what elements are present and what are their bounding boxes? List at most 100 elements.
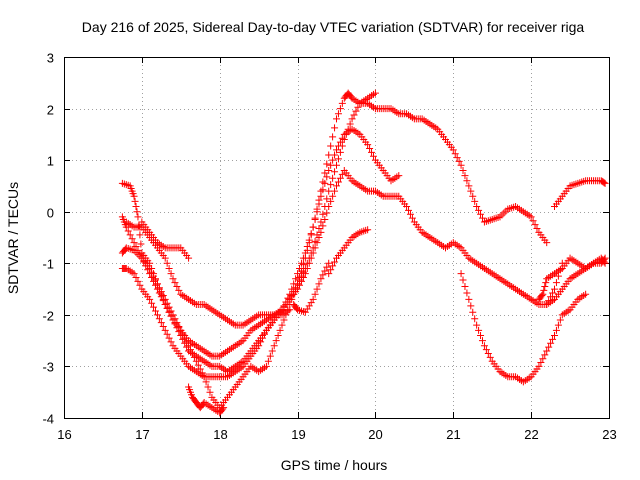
data-point: [482, 217, 490, 225]
data-point: [541, 282, 549, 290]
data-point: [449, 146, 457, 154]
data-point: [350, 111, 358, 119]
data-point: [307, 254, 315, 262]
data-point: [268, 347, 276, 355]
data-point: [305, 236, 313, 244]
data-point: [321, 179, 329, 187]
data-point: [570, 181, 578, 189]
data-point: [459, 276, 467, 284]
data-point: [371, 89, 379, 97]
data-point: [551, 331, 558, 339]
data-point: [301, 308, 309, 316]
data-point: [406, 210, 414, 218]
data-point: [338, 99, 346, 107]
data-point: [315, 224, 323, 232]
data-point: [535, 362, 543, 370]
data-point: [457, 161, 465, 169]
data-point: [194, 361, 202, 369]
series-arc-9: [290, 259, 333, 316]
data-point: [459, 166, 467, 174]
data-point: [286, 306, 294, 314]
data-point: [290, 280, 298, 288]
data-point: [136, 281, 144, 289]
data-point: [541, 351, 549, 359]
data-point: [276, 326, 284, 334]
data-point: [358, 228, 366, 236]
data-point: [336, 138, 344, 146]
data-point: [321, 169, 329, 177]
data-point: [473, 321, 481, 329]
x-tick-label: 19: [291, 427, 305, 442]
series-arc-4: [118, 166, 566, 360]
data-point: [323, 195, 331, 203]
data-point: [543, 347, 551, 355]
data-point: [572, 180, 580, 188]
grid-lines: [64, 57, 609, 418]
x-axis-label: GPS time / hours: [281, 457, 388, 473]
series-arc-6: [138, 218, 193, 262]
data-point: [580, 177, 588, 185]
data-point: [600, 255, 608, 263]
data-point: [334, 110, 342, 118]
data-point: [319, 222, 327, 230]
data-point: [204, 383, 212, 391]
data-point: [331, 151, 339, 159]
data-point: [132, 243, 140, 251]
data-point: [264, 357, 272, 365]
data-point: [169, 275, 177, 283]
data-point: [219, 405, 227, 413]
data-point: [368, 148, 376, 156]
data-point: [315, 234, 323, 241]
data-point: [329, 156, 337, 164]
data-point: [309, 249, 317, 257]
data-point: [311, 215, 319, 223]
data-point: [161, 301, 169, 309]
data-point: [549, 335, 557, 343]
data-point: [352, 107, 360, 115]
data-point: [490, 215, 498, 223]
data-point: [329, 174, 337, 182]
data-point: [471, 315, 479, 323]
data-point: [321, 267, 329, 275]
data-point: [543, 239, 551, 247]
data-point: [325, 151, 333, 159]
data-point: [408, 214, 416, 222]
data-point: [165, 264, 173, 272]
data-point: [478, 337, 486, 345]
data-point: [457, 270, 465, 278]
x-tick-label: 23: [602, 427, 616, 442]
data-point: [538, 292, 546, 300]
data-point: [542, 279, 550, 287]
data-point: [297, 259, 305, 267]
data-point: [157, 290, 165, 298]
data-point: [467, 187, 475, 195]
data-point: [319, 186, 327, 194]
data-point: [554, 321, 562, 329]
data-point: [336, 148, 344, 156]
data-point: [329, 133, 337, 141]
data-point: [325, 166, 333, 174]
data-point: [299, 261, 307, 269]
data-point: [527, 213, 535, 221]
data-point: [319, 271, 327, 279]
data-point: [549, 289, 557, 297]
data-point: [270, 342, 278, 350]
data-point: [469, 192, 477, 200]
data-point: [305, 259, 313, 267]
data-point: [346, 120, 354, 128]
data-point: [576, 179, 584, 187]
data-point: [405, 206, 413, 214]
data-point: [134, 213, 142, 221]
data-point: [296, 281, 304, 289]
data-point: [146, 295, 154, 303]
data-point: [461, 282, 469, 290]
data-point: [313, 285, 321, 293]
data-point: [475, 206, 483, 214]
x-tick-label: 20: [368, 427, 382, 442]
data-point: [299, 273, 307, 281]
data-point: [163, 259, 171, 267]
data-point: [220, 404, 228, 412]
data-point: [163, 330, 171, 338]
data-point: [354, 103, 362, 111]
data-point: [319, 210, 327, 218]
